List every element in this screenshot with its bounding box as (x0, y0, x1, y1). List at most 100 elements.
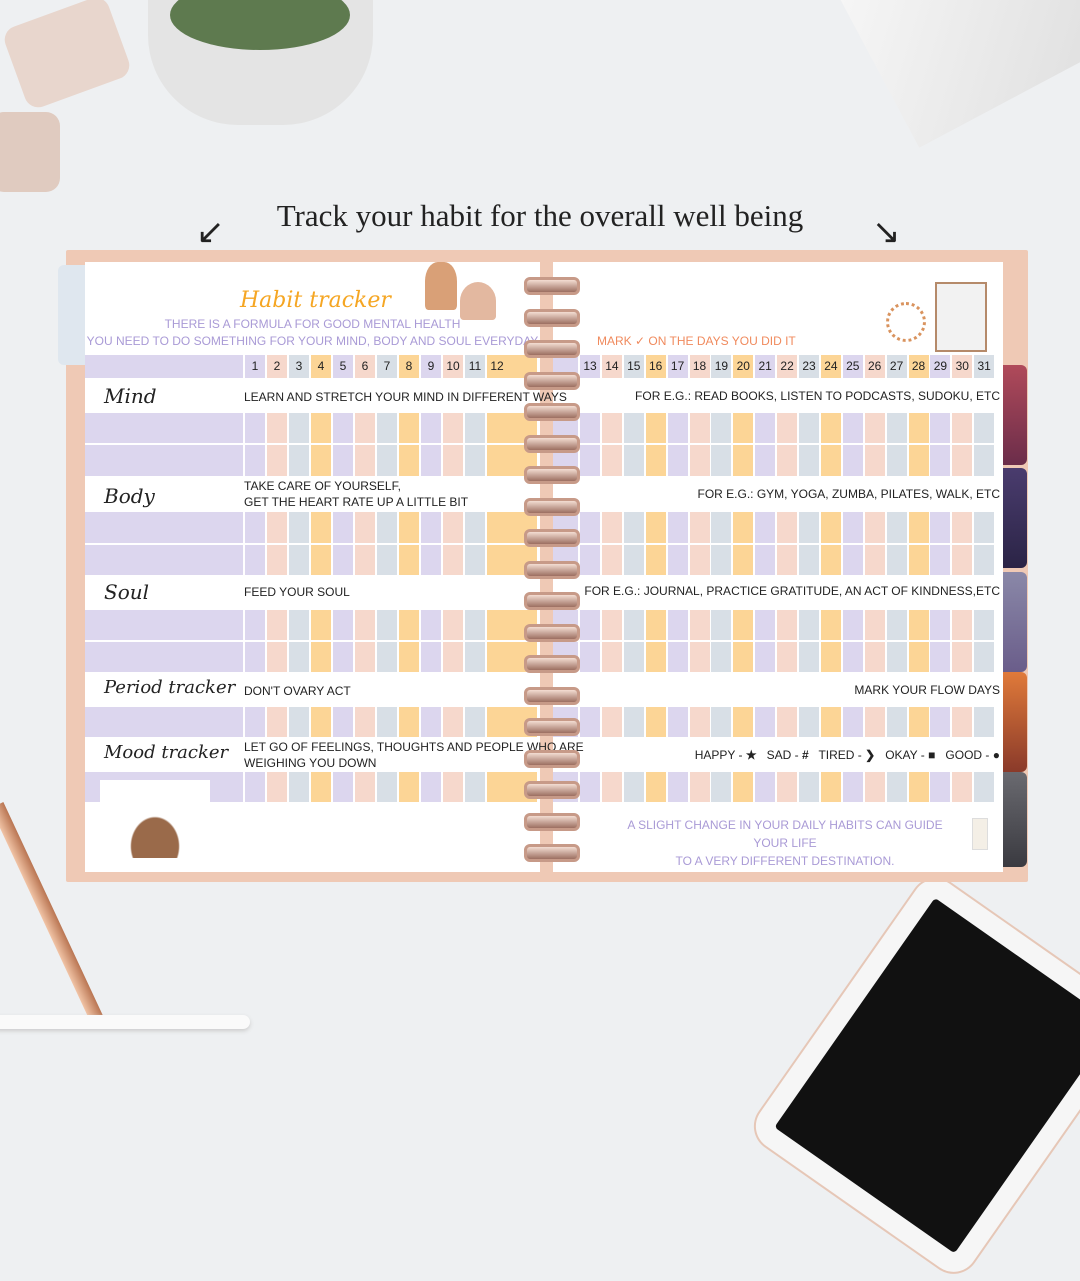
day-cell[interactable] (623, 445, 644, 476)
day-cell[interactable] (711, 413, 732, 443)
day-cell[interactable] (974, 707, 995, 737)
day-cell[interactable] (711, 610, 732, 640)
divider-tab[interactable] (1003, 468, 1027, 568)
day-cell[interactable] (355, 610, 375, 640)
day-cell[interactable] (908, 772, 929, 802)
day-cell[interactable] (333, 772, 353, 802)
day-cell[interactable] (908, 512, 929, 543)
day-cell[interactable] (580, 772, 600, 802)
day-cell[interactable] (267, 707, 287, 737)
day-cell[interactable] (377, 707, 397, 737)
day-cell[interactable] (755, 642, 776, 672)
day-cell[interactable] (267, 772, 287, 802)
day-cell[interactable] (974, 413, 995, 443)
day-cell[interactable] (333, 545, 353, 575)
day-cell[interactable] (465, 707, 485, 737)
day-cell[interactable] (580, 445, 600, 476)
day-cell[interactable] (443, 772, 463, 802)
day-cell[interactable] (886, 610, 907, 640)
day-cell[interactable] (974, 445, 995, 476)
day-cell[interactable] (421, 512, 441, 543)
day-cell[interactable] (777, 707, 798, 737)
day-cell[interactable] (377, 772, 397, 802)
day-cell[interactable] (974, 545, 995, 575)
day-cell[interactable] (930, 610, 951, 640)
day-cell[interactable] (465, 413, 485, 443)
day-cell[interactable] (799, 545, 819, 575)
day-cell[interactable] (908, 610, 929, 640)
day-cell[interactable] (645, 545, 666, 575)
day-cell[interactable] (311, 413, 331, 443)
day-cell[interactable] (842, 642, 863, 672)
day-cell[interactable] (377, 610, 397, 640)
day-cell[interactable] (864, 445, 885, 476)
day-cell[interactable] (267, 642, 287, 672)
day-cell[interactable] (886, 707, 907, 737)
day-cell[interactable] (311, 512, 331, 543)
day-cell[interactable] (799, 642, 819, 672)
day-cell[interactable] (623, 512, 644, 543)
day-cell[interactable] (377, 545, 397, 575)
day-cell[interactable] (623, 707, 644, 737)
day-cell[interactable] (755, 772, 776, 802)
day-cell[interactable] (733, 610, 754, 640)
day-cell[interactable] (777, 413, 798, 443)
day-cell[interactable] (667, 707, 688, 737)
day-cell[interactable] (952, 642, 973, 672)
day-cell[interactable] (399, 413, 419, 443)
day-cell[interactable] (465, 610, 485, 640)
day-cell[interactable] (443, 445, 463, 476)
day-cell[interactable] (377, 413, 397, 443)
day-cell[interactable] (755, 512, 776, 543)
day-cell[interactable] (289, 772, 309, 802)
day-cell[interactable] (443, 512, 463, 543)
day-cell[interactable] (930, 772, 951, 802)
day-cell[interactable] (733, 642, 754, 672)
day-cell[interactable] (908, 642, 929, 672)
day-cell[interactable] (443, 610, 463, 640)
day-cell[interactable] (689, 772, 710, 802)
day-cell[interactable] (245, 512, 265, 543)
day-cell[interactable] (842, 610, 863, 640)
day-cell[interactable] (755, 610, 776, 640)
day-cell[interactable] (355, 642, 375, 672)
day-cell[interactable] (820, 772, 841, 802)
day-cell[interactable] (399, 642, 419, 672)
day-cell[interactable] (799, 512, 819, 543)
day-cell[interactable] (421, 772, 441, 802)
day-cell[interactable] (886, 512, 907, 543)
divider-tab[interactable] (1003, 365, 1027, 465)
day-cell[interactable] (580, 413, 600, 443)
day-cell[interactable] (667, 772, 688, 802)
day-cell[interactable] (689, 545, 710, 575)
day-cell[interactable] (601, 512, 622, 543)
day-cell[interactable] (333, 445, 353, 476)
day-cell[interactable] (465, 642, 485, 672)
day-cell[interactable] (930, 707, 951, 737)
day-cell[interactable] (908, 445, 929, 476)
day-cell[interactable] (377, 445, 397, 476)
day-cell[interactable] (755, 707, 776, 737)
day-cell[interactable] (820, 512, 841, 543)
day-cell[interactable] (733, 512, 754, 543)
day-cell[interactable] (886, 445, 907, 476)
day-cell[interactable] (864, 512, 885, 543)
day-cell[interactable] (355, 413, 375, 443)
day-cell[interactable] (711, 772, 732, 802)
day-cell[interactable] (465, 512, 485, 543)
day-cell[interactable] (333, 413, 353, 443)
day-cell[interactable] (355, 545, 375, 575)
divider-tab[interactable] (1003, 672, 1027, 772)
day-cell[interactable] (952, 545, 973, 575)
day-cell[interactable] (820, 642, 841, 672)
day-cell[interactable] (667, 642, 688, 672)
day-cell[interactable] (755, 413, 776, 443)
day-cell[interactable] (886, 545, 907, 575)
day-cell[interactable] (908, 707, 929, 737)
day-cell[interactable] (755, 445, 776, 476)
day-cell[interactable] (842, 445, 863, 476)
day-cell[interactable] (421, 445, 441, 476)
day-cell[interactable] (245, 610, 265, 640)
day-cell[interactable] (601, 445, 622, 476)
day-cell[interactable] (333, 512, 353, 543)
